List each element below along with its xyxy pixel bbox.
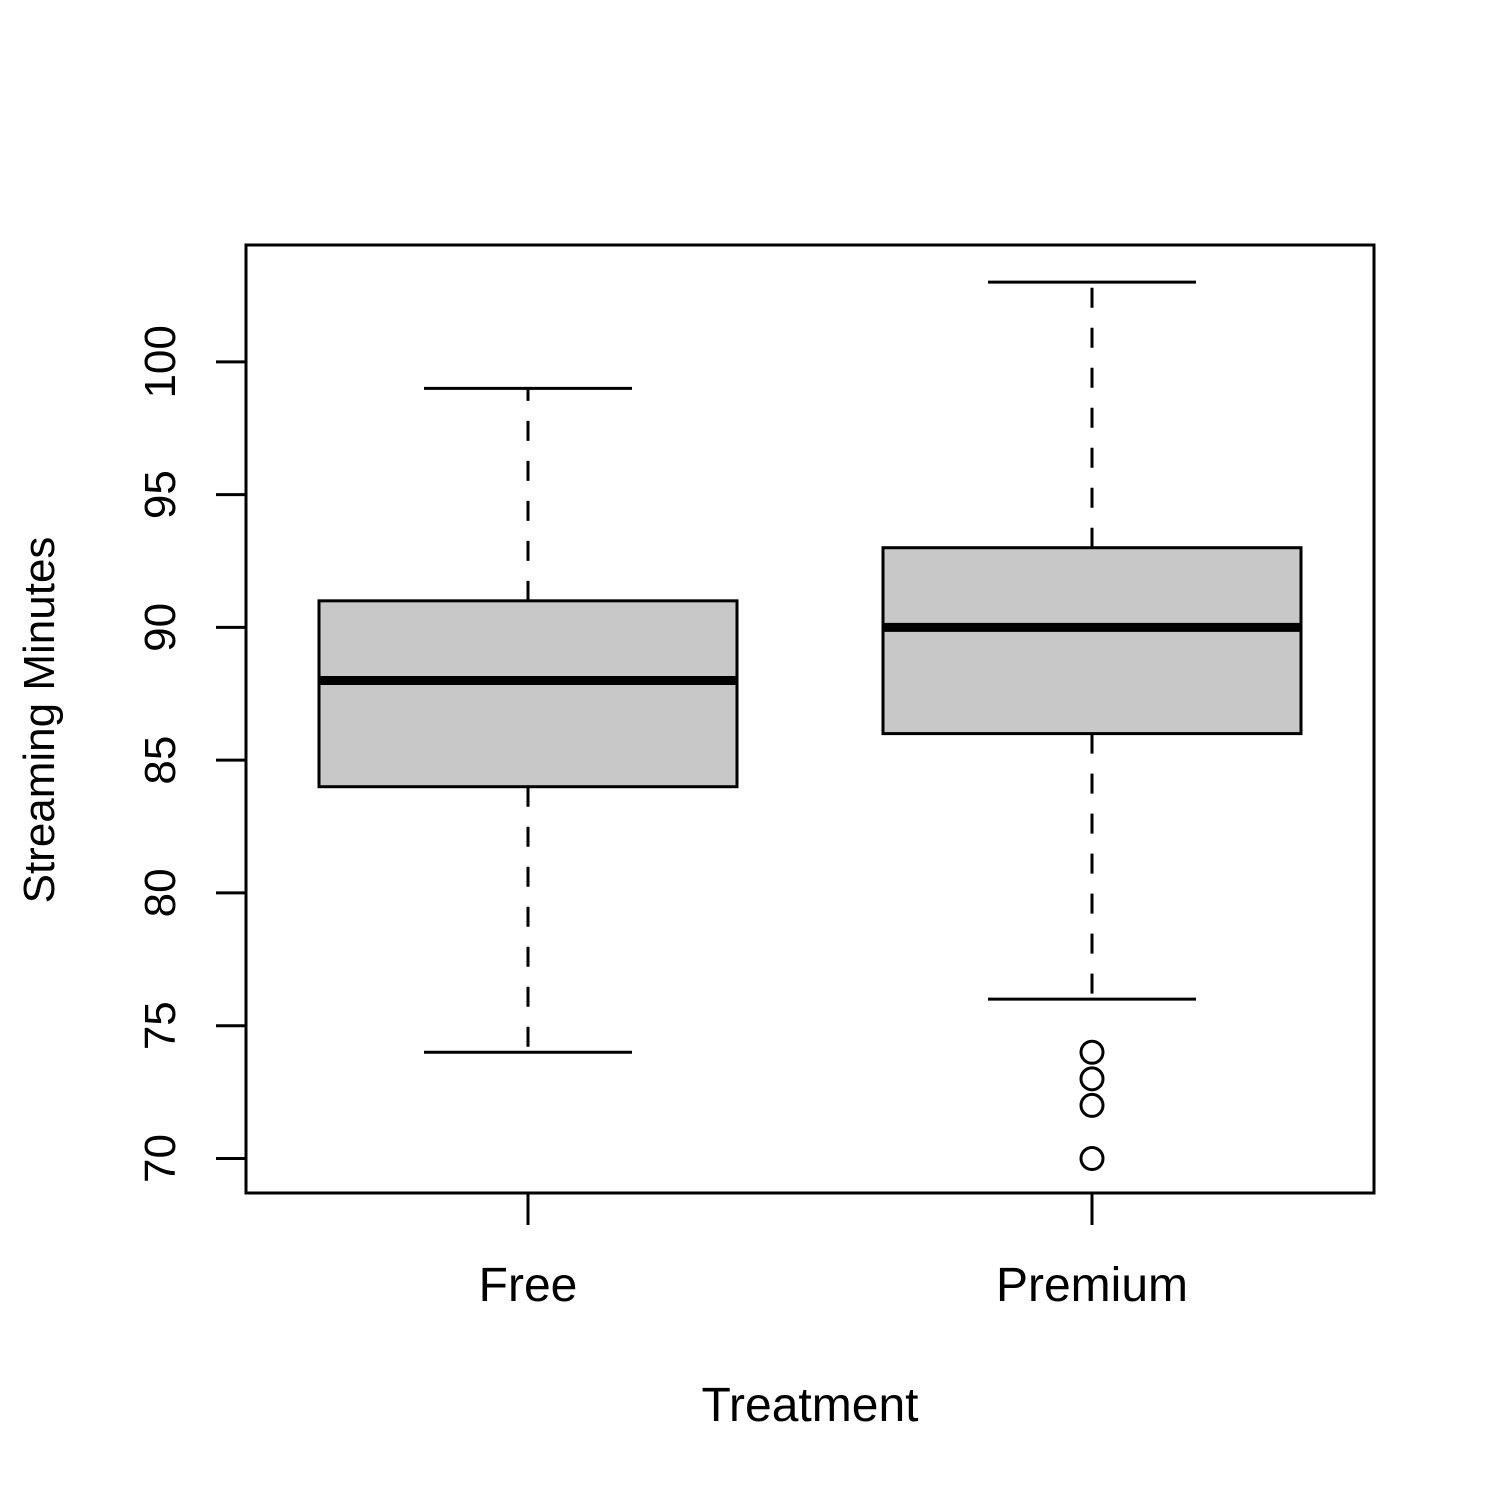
iqr-box <box>317 599 739 789</box>
box-group-premium <box>881 280 1303 1171</box>
y-tick-label: 90 <box>136 603 185 652</box>
x-axis: Free Premium <box>479 1193 1188 1312</box>
y-tick-label: 80 <box>136 868 185 917</box>
y-tick-label: 100 <box>136 325 185 398</box>
y-axis-label: Streaming Minutes <box>15 537 64 904</box>
y-tick-label: 75 <box>136 1001 185 1050</box>
outlier-point <box>1079 1066 1105 1092</box>
y-tick-label: 70 <box>136 1134 185 1183</box>
x-tick-label: Premium <box>996 1259 1188 1312</box>
box-group-free <box>317 386 739 1054</box>
outlier-point <box>1079 1145 1105 1171</box>
plot-area <box>317 280 1303 1171</box>
y-tick-label: 95 <box>136 470 185 519</box>
outlier-point <box>1079 1039 1105 1065</box>
x-tick-label: Free <box>479 1259 578 1312</box>
x-axis-label: Treatment <box>702 1379 919 1432</box>
iqr-box <box>881 546 1303 736</box>
y-axis: 70 75 80 85 90 95 100 <box>136 325 248 1183</box>
outlier-point <box>1079 1092 1105 1118</box>
y-tick-label: 85 <box>136 736 185 785</box>
